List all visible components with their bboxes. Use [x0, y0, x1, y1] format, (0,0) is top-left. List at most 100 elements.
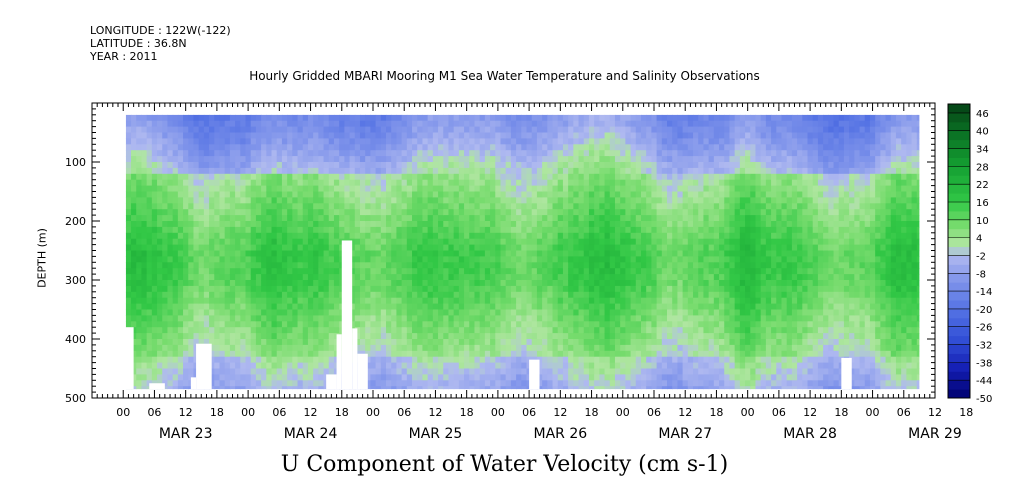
heatmap-cell	[307, 138, 314, 145]
heatmap-cell	[604, 114, 611, 122]
heatmap-cell	[235, 262, 241, 269]
heatmap-cell	[599, 156, 606, 163]
heatmap-cell	[422, 268, 429, 275]
heatmap-cell	[193, 203, 200, 210]
heatmap-cell	[339, 179, 345, 187]
heatmap-cell	[630, 362, 637, 370]
heatmap-cell	[635, 144, 642, 151]
heatmap-cell	[307, 356, 314, 364]
heatmap-cell	[183, 156, 189, 163]
heatmap-cell	[640, 280, 647, 287]
heatmap-cell	[307, 250, 314, 257]
heatmap-cell	[531, 309, 538, 316]
heatmap-cell	[594, 274, 600, 281]
heatmap-cell	[479, 191, 486, 198]
heatmap-cell	[531, 262, 538, 269]
heatmap-cell	[656, 126, 663, 134]
heatmap-cell	[292, 126, 299, 134]
heatmap-cell	[604, 244, 611, 252]
heatmap-cell	[375, 162, 382, 169]
heatmap-cell	[646, 144, 652, 151]
longitude-label: LONGITUDE : 122W(-122)	[90, 24, 231, 37]
heatmap-cell	[510, 120, 517, 128]
heatmap-cell	[672, 333, 679, 340]
heatmap-cell	[542, 380, 548, 387]
heatmap-cell	[203, 203, 210, 210]
heatmap-cell	[183, 333, 189, 340]
heatmap-cell	[651, 262, 658, 269]
heatmap-cell	[656, 215, 663, 222]
heatmap-cell	[552, 333, 559, 340]
heatmap-cell	[323, 262, 330, 269]
heatmap-cell	[412, 380, 418, 387]
heatmap-cell	[323, 132, 330, 139]
heatmap-cell	[307, 162, 314, 169]
heatmap-cell	[396, 238, 403, 246]
heatmap-cell	[557, 386, 564, 390]
heatmap-cell	[323, 362, 330, 370]
heatmap-cell	[214, 309, 221, 316]
heatmap-cell	[354, 321, 361, 328]
heatmap-cell	[464, 226, 470, 234]
heatmap-cell	[177, 303, 184, 311]
heatmap-cell	[146, 256, 153, 263]
heatmap-cell	[245, 167, 252, 175]
heatmap-cell	[417, 380, 424, 387]
heatmap-cell	[219, 173, 226, 181]
heatmap-cell	[406, 244, 413, 252]
heatmap-cell	[568, 185, 574, 193]
heatmap-cell	[646, 297, 652, 305]
heatmap-cell	[177, 132, 184, 139]
heatmap-cell	[276, 356, 283, 364]
heatmap-cell	[557, 179, 564, 187]
heatmap-cell	[646, 179, 652, 187]
heatmap-cell	[552, 309, 559, 316]
heatmap-cell	[583, 162, 590, 169]
heatmap-cell	[453, 362, 460, 370]
heatmap-cell	[505, 156, 512, 163]
heatmap-cell	[157, 280, 163, 287]
heatmap-cell	[667, 268, 673, 275]
heatmap-cell	[276, 120, 283, 128]
heatmap-cell	[417, 291, 424, 299]
heatmap-cell	[490, 350, 496, 358]
heatmap-cell	[552, 274, 559, 281]
heatmap-cell	[229, 209, 236, 216]
heatmap-cell	[276, 191, 283, 198]
heatmap-cell	[323, 280, 330, 287]
heatmap-cell	[323, 309, 330, 316]
heatmap-cell	[177, 380, 184, 387]
heatmap-cell	[526, 291, 533, 299]
heatmap-cell	[224, 333, 231, 340]
heatmap-cell	[562, 291, 569, 299]
heatmap-cell	[646, 185, 652, 193]
heatmap-cell	[531, 209, 538, 216]
heatmap-cell	[667, 191, 673, 198]
heatmap-cell	[422, 386, 429, 390]
heatmap-cell	[432, 256, 439, 263]
heatmap-cell	[235, 356, 241, 364]
heatmap-cell	[380, 274, 387, 281]
heatmap-cell	[125, 144, 132, 151]
heatmap-cell	[542, 167, 548, 175]
heatmap-cell	[406, 221, 413, 228]
heatmap-cell	[209, 191, 215, 198]
heatmap-cell	[292, 315, 299, 322]
heatmap-cell	[281, 291, 288, 299]
heatmap-cell	[188, 144, 195, 151]
heatmap-cell	[131, 250, 137, 257]
heatmap-cell	[193, 327, 200, 334]
heatmap-cell	[438, 238, 444, 246]
heatmap-cell	[448, 215, 455, 222]
heatmap-cell	[661, 232, 668, 240]
heatmap-cell	[328, 291, 335, 299]
heatmap-cell	[302, 191, 309, 198]
heatmap-cell	[578, 114, 585, 122]
heatmap-cell	[531, 333, 538, 340]
heatmap-cell	[453, 380, 460, 387]
heatmap-cell	[510, 350, 517, 358]
heatmap-cell	[281, 221, 288, 228]
heatmap-cell	[583, 356, 590, 364]
heatmap-cell	[198, 321, 205, 328]
heatmap-cell	[224, 321, 231, 328]
